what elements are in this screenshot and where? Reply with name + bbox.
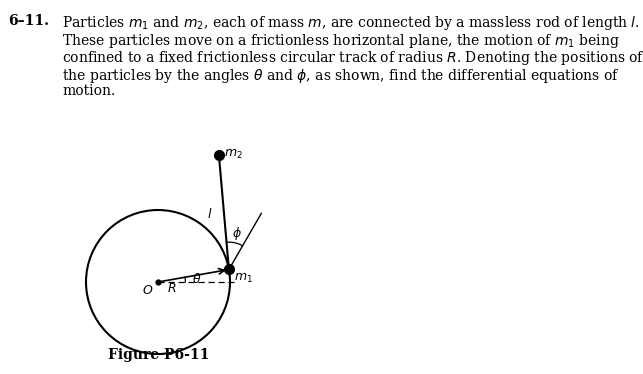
Text: $\theta$: $\theta$ bbox=[192, 272, 201, 286]
Text: the particles by the angles $\theta$ and $\phi$, as shown, find the differential: the particles by the angles $\theta$ and… bbox=[62, 67, 620, 85]
Text: confined to a fixed frictionless circular track of radius $R$. Denoting the posi: confined to a fixed frictionless circula… bbox=[62, 49, 643, 67]
Text: These particles move on a frictionless horizontal plane, the motion of $m_1$ bei: These particles move on a frictionless h… bbox=[62, 31, 620, 49]
Text: 6–11.: 6–11. bbox=[8, 14, 49, 28]
Text: $\phi$: $\phi$ bbox=[232, 224, 242, 242]
Text: $R$: $R$ bbox=[167, 282, 177, 295]
Text: Figure P6-11: Figure P6-11 bbox=[108, 348, 210, 362]
Text: $O$: $O$ bbox=[142, 284, 153, 297]
Text: motion.: motion. bbox=[62, 84, 115, 98]
Text: Particles $m_1$ and $m_2$, each of mass $m$, are connected by a massless rod of : Particles $m_1$ and $m_2$, each of mass … bbox=[62, 14, 640, 32]
Text: $m_1$: $m_1$ bbox=[234, 272, 253, 285]
Text: $m_2$: $m_2$ bbox=[224, 148, 242, 161]
Text: $l$: $l$ bbox=[207, 207, 213, 221]
